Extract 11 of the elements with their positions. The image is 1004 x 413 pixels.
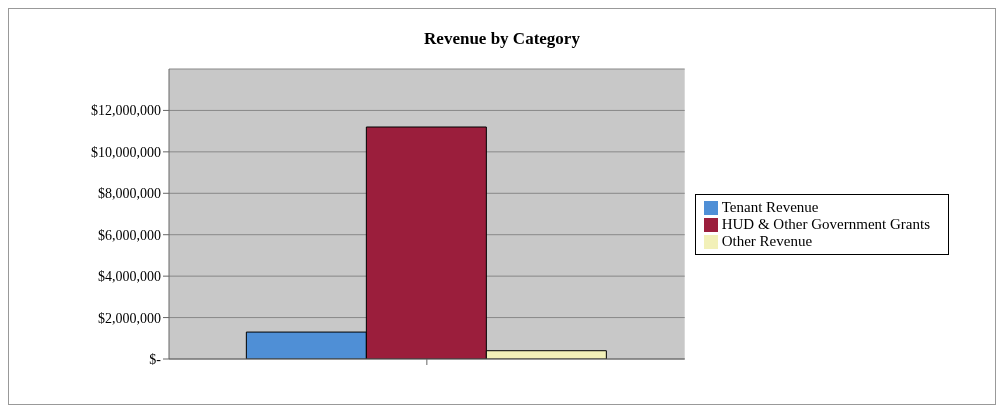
y-tick-label: $10,000,000 bbox=[91, 144, 161, 160]
chart-title: Revenue by Category bbox=[423, 29, 581, 49]
y-tick-label: $8,000,000 bbox=[98, 186, 161, 202]
legend-label: HUD & Other Government Grants bbox=[721, 215, 930, 232]
legend-label: Other Revenue bbox=[721, 232, 813, 249]
y-tick-label: $2,000,000 bbox=[98, 310, 161, 326]
legend-label: Tenant Revenue bbox=[721, 198, 819, 215]
y-tick-label: $6,000,000 bbox=[98, 227, 161, 243]
y-tick-label: $4,000,000 bbox=[98, 269, 161, 285]
y-tick-label: $- bbox=[149, 351, 162, 367]
y-tick-label: $12,000,000 bbox=[91, 103, 161, 119]
